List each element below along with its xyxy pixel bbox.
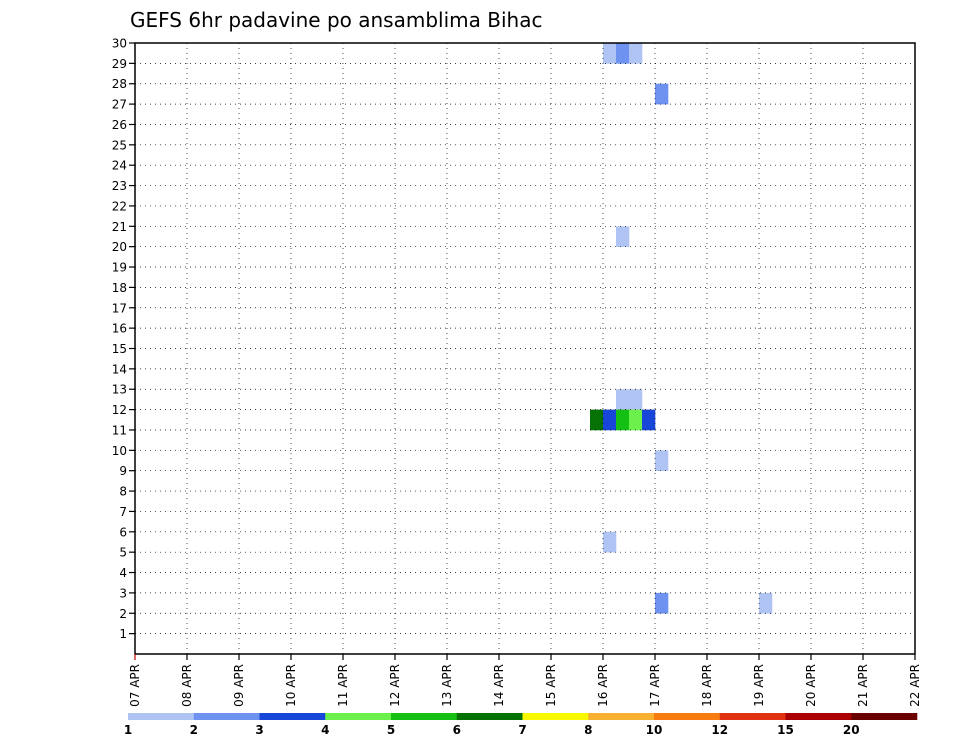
legend-label: 20	[843, 723, 860, 737]
legend-label: 6	[453, 723, 461, 737]
y-tick-label: 19	[112, 261, 127, 275]
y-tick-label: 27	[112, 98, 127, 112]
heat-cell	[603, 531, 617, 553]
y-tick-label: 29	[112, 57, 127, 71]
y-tick-label: 3	[119, 586, 127, 600]
legend-swatch	[719, 713, 786, 720]
chart-title: GEFS 6hr padavine po ansamblima Bihac	[130, 8, 542, 32]
y-tick-label: 12	[112, 403, 127, 417]
y-tick-label: 15	[112, 342, 127, 356]
y-tick-label: 4	[119, 566, 127, 580]
y-tick-label: 25	[112, 138, 127, 152]
y-tick-label: 17	[112, 301, 127, 315]
y-tick-label: 21	[112, 220, 127, 234]
x-tick-label: 13 APR	[440, 664, 454, 707]
heat-cell	[616, 43, 630, 64]
y-tick-label: 14	[112, 362, 127, 376]
y-tick-label: 23	[112, 179, 127, 193]
heat-cell	[629, 389, 643, 410]
x-tick-label: 12 APR	[388, 664, 402, 707]
cells-layer	[590, 43, 773, 614]
x-tick-label: 14 APR	[492, 664, 506, 707]
heat-cell	[759, 592, 773, 614]
heat-cell	[642, 409, 656, 431]
y-tick-label: 10	[112, 444, 127, 458]
heat-cell	[603, 43, 617, 64]
legend-label: 4	[321, 723, 329, 737]
legend-swatch	[259, 713, 326, 720]
y-tick-label: 7	[119, 505, 127, 519]
legend-label: 12	[711, 723, 728, 737]
heat-cell	[603, 409, 617, 431]
y-tick-label: 28	[112, 77, 127, 91]
x-tick-label: 18 APR	[700, 664, 714, 707]
y-tick-label: 11	[112, 423, 127, 437]
heat-cell	[655, 592, 669, 614]
heat-cell	[629, 43, 643, 64]
heat-cell	[629, 409, 643, 431]
legend-swatch	[785, 713, 852, 720]
y-tick-label: 30	[112, 37, 127, 51]
x-tick-label: 07 APR	[128, 664, 142, 707]
legend-swatch	[325, 713, 392, 720]
x-tick-label: 11 APR	[336, 664, 350, 707]
y-tick-label: 8	[119, 485, 127, 499]
x-tick-label: 15 APR	[544, 664, 558, 707]
y-tick-label: 22	[112, 199, 127, 213]
x-tick-label: 09 APR	[232, 664, 246, 707]
y-tick-label: 1	[119, 627, 127, 641]
y-tick-label: 26	[112, 118, 127, 132]
x-tick-label: 22 APR	[908, 664, 922, 707]
y-tick-label: 9	[119, 464, 127, 478]
x-tick-label: 17 APR	[648, 664, 662, 707]
legend-swatch	[588, 713, 655, 720]
heat-cell	[655, 450, 669, 471]
legend-swatch	[654, 713, 721, 720]
legend-swatch	[851, 713, 918, 720]
legend-swatch	[456, 713, 523, 720]
heat-cell	[616, 409, 630, 431]
x-tick-label: 08 APR	[180, 664, 194, 707]
legend-label: 3	[255, 723, 263, 737]
legend-label: 7	[518, 723, 526, 737]
y-tick-label: 18	[112, 281, 127, 295]
x-tick-label: 19 APR	[752, 664, 766, 707]
legend-label: 8	[584, 723, 592, 737]
legend: 1 2 3 4 5 6 7 8 10 12 15 20	[124, 713, 918, 737]
y-tick-label: 5	[119, 546, 127, 560]
y-tick-label: 16	[112, 322, 127, 336]
legend-swatch	[522, 713, 589, 720]
legend-swatch	[128, 713, 195, 720]
heat-cell	[616, 389, 630, 410]
legend-swatch	[193, 713, 260, 720]
y-tick-label: 2	[119, 607, 127, 621]
grid-layer	[135, 43, 915, 654]
y-tick-label: 20	[112, 240, 127, 254]
axes-layer: 07 APR 08 APR 09 APR 10 APR 11 APR 12 APR 13 A…	[112, 37, 922, 707]
y-tick-label: 24	[112, 159, 127, 173]
legend-label: 2	[190, 723, 198, 737]
x-tick-label: 20 APR	[804, 664, 818, 707]
x-tick-label: 16 APR	[596, 664, 610, 707]
legend-label: 1	[124, 723, 132, 737]
y-tick-label: 6	[119, 525, 127, 539]
legend-label: 5	[387, 723, 395, 737]
y-tick-label: 13	[112, 383, 127, 397]
heat-cell	[616, 226, 630, 247]
x-tick-label: 21 APR	[856, 664, 870, 707]
legend-swatch	[391, 713, 458, 720]
heat-cell	[590, 409, 604, 431]
x-tick-label: 10 APR	[284, 664, 298, 707]
legend-label: 10	[646, 723, 663, 737]
heat-cell	[655, 83, 669, 105]
legend-label: 15	[777, 723, 794, 737]
